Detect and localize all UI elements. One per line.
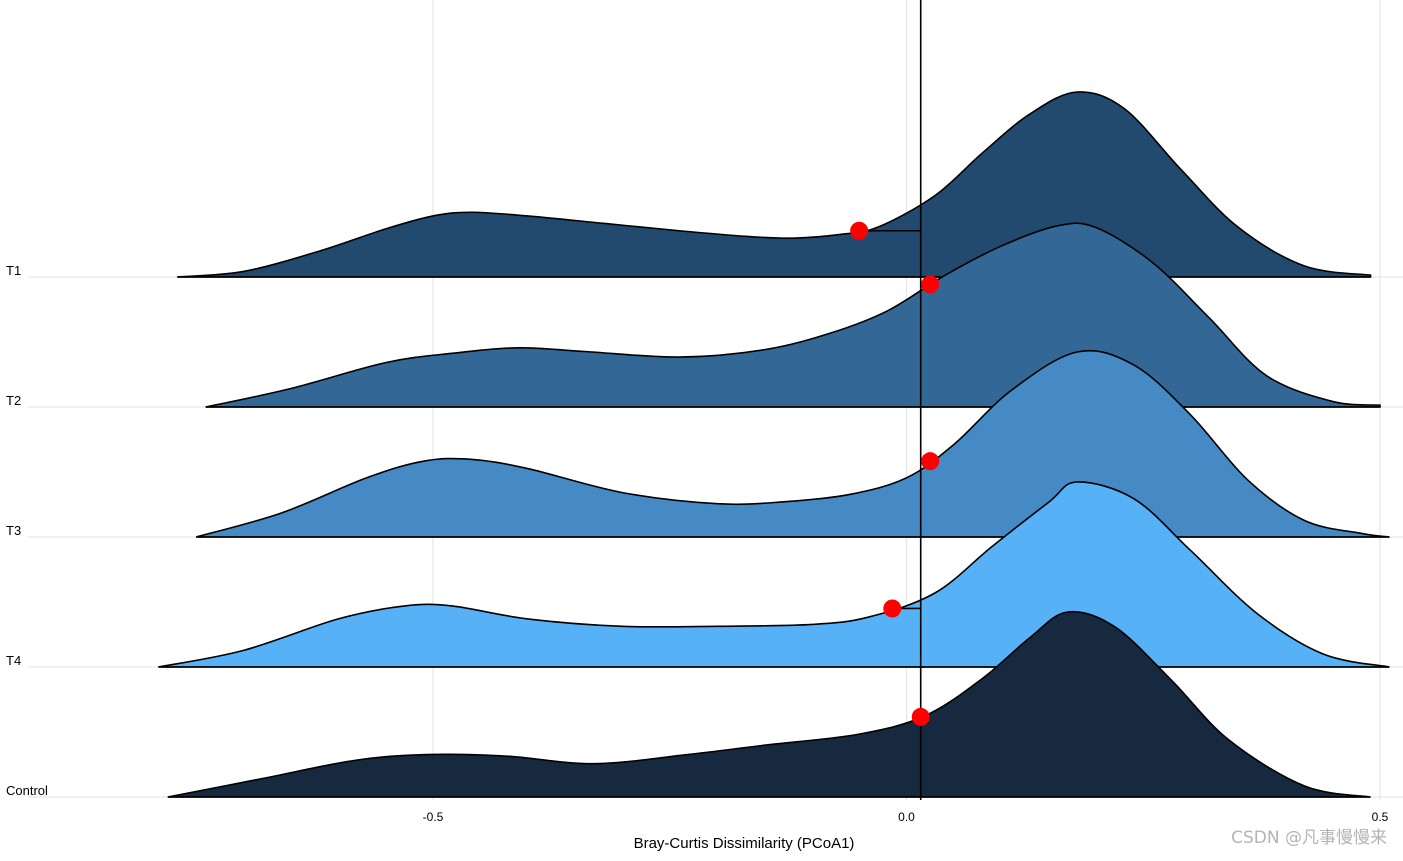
ridge-control <box>167 610 1371 798</box>
point-t2 <box>921 275 940 294</box>
x-tick-label: -0.5 <box>423 810 444 824</box>
row-label: T1 <box>6 263 21 278</box>
row-label: T2 <box>6 393 21 408</box>
point-t1 <box>850 221 869 240</box>
row-label: Control <box>6 783 48 798</box>
x-tick-label: 0.5 <box>1372 810 1389 824</box>
ridge-t1 <box>177 91 1372 278</box>
row-label: T3 <box>6 523 21 538</box>
watermark-text: CSDN @凡事慢慢来 <box>1231 828 1387 848</box>
point-control <box>911 707 930 726</box>
x-axis-title: Bray-Curtis Dissimilarity (PCoA1) <box>634 835 855 852</box>
x-tick-label: 0.0 <box>898 810 915 824</box>
row-label: T4 <box>6 653 21 668</box>
point-t3 <box>921 452 940 471</box>
point-t4 <box>883 599 902 618</box>
